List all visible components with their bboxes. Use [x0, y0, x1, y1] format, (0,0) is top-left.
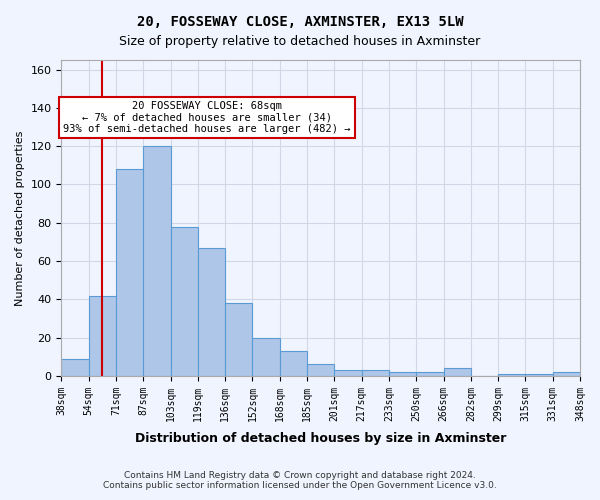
Text: Size of property relative to detached houses in Axminster: Size of property relative to detached ho… — [119, 35, 481, 48]
Bar — [116, 169, 143, 376]
Bar — [143, 146, 170, 376]
Bar — [170, 226, 198, 376]
Text: Contains HM Land Registry data © Crown copyright and database right 2024.
Contai: Contains HM Land Registry data © Crown c… — [103, 470, 497, 490]
Bar — [389, 372, 416, 376]
Bar — [307, 364, 334, 376]
Bar — [334, 370, 362, 376]
Bar — [526, 374, 553, 376]
Y-axis label: Number of detached properties: Number of detached properties — [15, 130, 25, 306]
Bar — [553, 372, 580, 376]
Bar — [362, 370, 389, 376]
Bar — [198, 248, 225, 376]
Bar — [280, 351, 307, 376]
X-axis label: Distribution of detached houses by size in Axminster: Distribution of detached houses by size … — [135, 432, 506, 445]
Bar — [498, 374, 526, 376]
Bar — [253, 338, 280, 376]
Bar — [225, 303, 253, 376]
Text: 20 FOSSEWAY CLOSE: 68sqm
← 7% of detached houses are smaller (34)
93% of semi-de: 20 FOSSEWAY CLOSE: 68sqm ← 7% of detache… — [63, 101, 350, 134]
Bar — [89, 296, 116, 376]
Bar — [61, 358, 89, 376]
Bar — [416, 372, 443, 376]
Text: 20, FOSSEWAY CLOSE, AXMINSTER, EX13 5LW: 20, FOSSEWAY CLOSE, AXMINSTER, EX13 5LW — [137, 15, 463, 29]
Bar — [443, 368, 471, 376]
